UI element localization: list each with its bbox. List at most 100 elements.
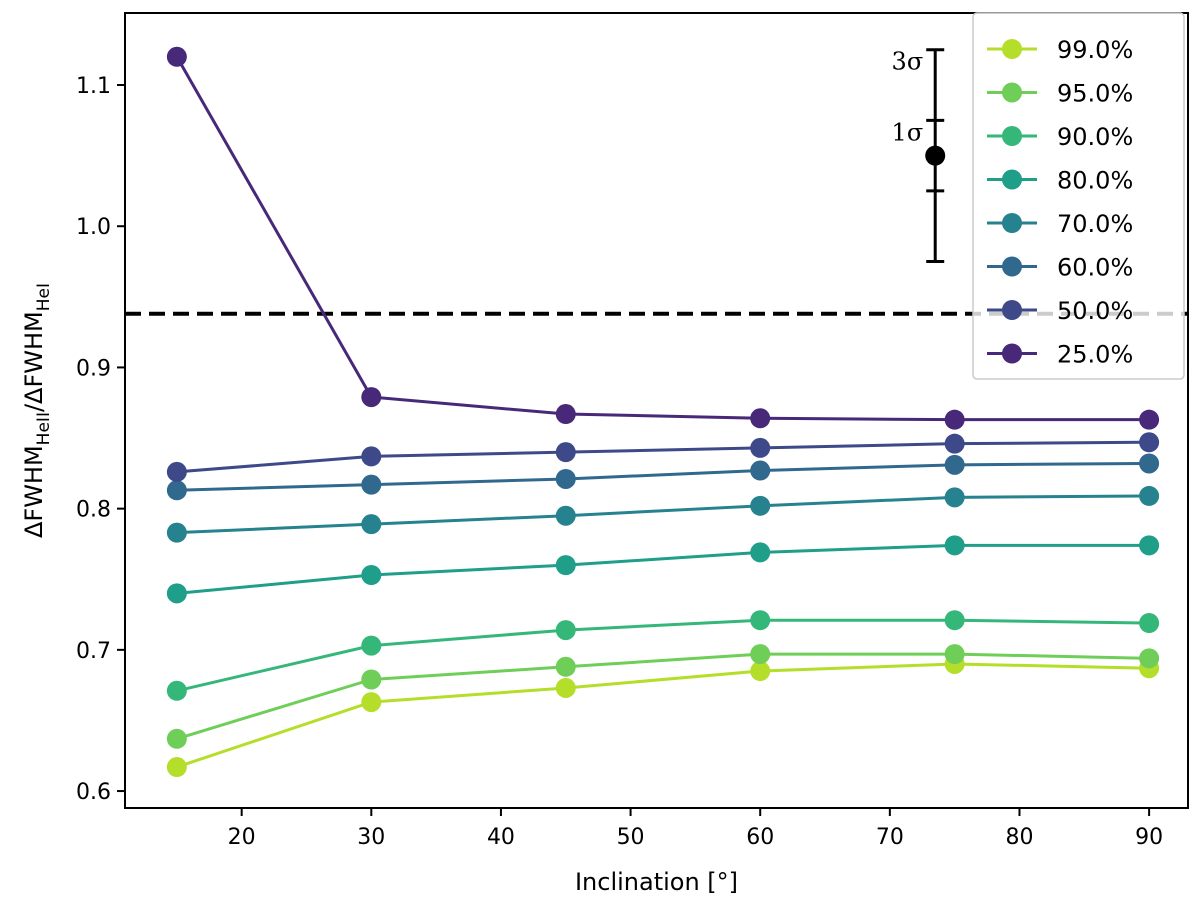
legend-label-99.0%: 99.0% [1057, 36, 1133, 64]
series-line-99.0% [176, 662, 1150, 769]
legend-label-50.0%: 50.0% [1057, 297, 1133, 325]
data-point-70.0%-45 [555, 505, 576, 526]
data-point-95.0%-90 [1139, 648, 1160, 669]
legend-marker-90.0% [1002, 126, 1022, 146]
series-line-80.0% [176, 543, 1150, 595]
legend-label-80.0%: 80.0% [1057, 167, 1133, 195]
y-axis-label-part: ΔFWHM [20, 445, 48, 538]
y-tick-label: 0.6 [76, 780, 111, 805]
data-point-50.0%-30 [361, 446, 382, 467]
data-point-60.0%-45 [555, 468, 576, 489]
data-point-50.0%-90 [1139, 432, 1160, 453]
data-point-90.0%-45 [555, 620, 576, 641]
data-point-90.0%-90 [1139, 613, 1160, 634]
data-point-90.0%-15 [166, 680, 187, 701]
data-point-25.0%-75 [944, 409, 965, 430]
data-point-80.0%-90 [1139, 535, 1160, 556]
series-line-70.0% [176, 494, 1150, 535]
y-tick-label: 0.9 [76, 356, 111, 381]
data-point-99.0%-45 [555, 677, 576, 698]
series-line-50.0% [176, 440, 1150, 474]
legend-box [972, 12, 1185, 380]
y-tick-label: 1.0 [76, 215, 111, 240]
data-point-95.0%-75 [944, 644, 965, 665]
data-point-70.0%-15 [166, 522, 187, 543]
legend-marker-25.0% [1002, 343, 1022, 364]
data-point-90.0%-30 [361, 635, 382, 656]
x-tick-label: 60 [746, 825, 774, 850]
x-tick-label: 70 [876, 825, 904, 850]
series-line-60.0% [176, 461, 1150, 492]
legend-marker-70.0% [1002, 213, 1022, 233]
legend-label-90.0%: 90.0% [1057, 123, 1133, 151]
legend-label-95.0%: 95.0% [1057, 80, 1133, 108]
legend-marker-60.0% [1002, 256, 1022, 277]
data-point-80.0%-30 [361, 565, 382, 586]
series-line-90.0% [176, 618, 1150, 693]
data-point-25.0%-60 [750, 408, 771, 429]
data-point-95.0%-15 [166, 728, 187, 749]
series-line-95.0% [176, 652, 1150, 741]
legend-marker-95.0% [1002, 82, 1022, 103]
x-tick-label: 90 [1135, 825, 1163, 850]
data-point-70.0%-75 [944, 487, 965, 508]
data-point-70.0%-30 [361, 514, 382, 535]
legend-label-70.0%: 70.0% [1057, 210, 1133, 238]
data-point-80.0%-45 [555, 555, 576, 576]
data-point-25.0%-45 [555, 404, 576, 425]
legend-label-25.0%: 25.0% [1057, 341, 1133, 369]
error-bar-point [925, 145, 946, 166]
x-tick-label: 80 [1005, 825, 1033, 850]
data-point-80.0%-60 [750, 542, 771, 563]
axes-frame [124, 12, 1189, 809]
data-point-60.0%-75 [944, 454, 965, 475]
x-tick-label: 40 [487, 825, 515, 850]
y-tick-label: 0.7 [76, 639, 111, 664]
error-bar-group: 3σ 1σ [892, 48, 946, 264]
data-point-95.0%-30 [361, 669, 382, 690]
legend-marker-50.0% [1002, 300, 1022, 320]
y-axis-label-subscript: HeII [34, 412, 54, 445]
y-tick-label: 0.8 [76, 498, 111, 523]
data-point-50.0%-75 [944, 433, 965, 454]
data-point-80.0%-15 [166, 583, 187, 604]
y-axis-label-part: / [20, 403, 48, 412]
data-point-90.0%-75 [944, 610, 965, 631]
x-tick-label: 30 [357, 825, 385, 850]
label-1-sigma: 1σ [892, 118, 924, 146]
data-point-50.0%-45 [555, 442, 576, 463]
x-tick-label: 50 [617, 825, 645, 850]
axes: 20 30 40 50 60 70 80 90 0.6 0.7 0.8 0.9 1.0 1.1 Inclin… [20, 12, 1189, 896]
data-point-99.0%-30 [361, 692, 382, 713]
legend: 99.0% 95.0% 90.0% 80.0% 70.0% 60.0% 50.0% 25.0% [972, 12, 1185, 380]
series-line-25.0% [175, 56, 1150, 422]
data-point-60.0%-90 [1139, 453, 1160, 474]
data-point-60.0%-60 [750, 460, 771, 481]
data-point-25.0%-90 [1139, 409, 1160, 430]
data-point-50.0%-15 [166, 461, 187, 482]
data-point-95.0%-45 [555, 656, 576, 677]
data-point-99.0%-60 [750, 661, 771, 682]
series-group [166, 46, 1160, 778]
data-point-95.0%-60 [750, 644, 771, 665]
data-point-70.0%-60 [750, 495, 771, 516]
y-axis-label-part: ΔFWHM [20, 311, 48, 404]
data-point-80.0%-75 [944, 535, 965, 556]
data-point-90.0%-60 [750, 610, 771, 631]
x-tick-label: 20 [228, 825, 256, 850]
y-axis-label: ΔFWHMHeII/ΔFWHMHeI [20, 283, 54, 538]
data-point-70.0%-90 [1139, 485, 1160, 506]
data-point-60.0%-15 [166, 480, 187, 501]
label-3-sigma: 3σ [892, 48, 924, 76]
data-point-60.0%-30 [361, 474, 382, 495]
legend-marker-80.0% [1002, 169, 1022, 190]
data-point-25.0%-30 [361, 387, 382, 408]
y-axis-label-subscript: HeI [34, 283, 54, 311]
legend-label-60.0%: 60.0% [1057, 254, 1133, 282]
data-point-25.0%-15 [166, 46, 187, 67]
data-point-99.0%-15 [166, 757, 187, 778]
y-tick-label: 1.1 [76, 74, 111, 99]
x-axis-label: Inclination [°] [575, 868, 738, 896]
legend-marker-99.0% [1002, 39, 1022, 59]
